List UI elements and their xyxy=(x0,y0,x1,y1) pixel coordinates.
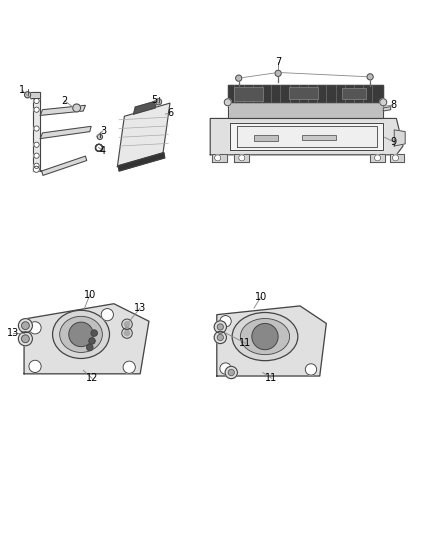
Circle shape xyxy=(18,319,32,333)
Ellipse shape xyxy=(240,319,290,354)
Text: 12: 12 xyxy=(86,373,98,383)
Circle shape xyxy=(73,104,81,112)
Circle shape xyxy=(228,369,234,376)
Polygon shape xyxy=(237,126,377,147)
Text: 7: 7 xyxy=(275,56,281,67)
Polygon shape xyxy=(40,106,85,115)
Circle shape xyxy=(97,134,102,140)
Ellipse shape xyxy=(69,322,93,346)
Circle shape xyxy=(239,155,245,161)
Text: 9: 9 xyxy=(390,136,396,147)
Circle shape xyxy=(155,99,162,105)
Circle shape xyxy=(21,335,29,343)
Polygon shape xyxy=(383,107,391,111)
Circle shape xyxy=(275,70,281,76)
Circle shape xyxy=(215,155,221,161)
Polygon shape xyxy=(217,306,326,376)
Polygon shape xyxy=(117,103,170,167)
Circle shape xyxy=(367,74,373,80)
Text: 8: 8 xyxy=(390,100,396,110)
Polygon shape xyxy=(134,101,157,114)
Polygon shape xyxy=(118,152,165,171)
Circle shape xyxy=(214,332,226,344)
Text: 10: 10 xyxy=(254,292,267,302)
Circle shape xyxy=(392,155,399,161)
Circle shape xyxy=(214,321,226,333)
Circle shape xyxy=(305,364,317,375)
Text: 3: 3 xyxy=(100,126,106,136)
Circle shape xyxy=(217,334,223,341)
Text: 10: 10 xyxy=(84,290,96,300)
Polygon shape xyxy=(234,154,249,162)
Circle shape xyxy=(18,332,32,346)
Polygon shape xyxy=(30,92,40,98)
Circle shape xyxy=(236,75,242,81)
Circle shape xyxy=(34,163,39,168)
Bar xyxy=(302,135,336,140)
Polygon shape xyxy=(394,130,405,146)
Circle shape xyxy=(380,99,387,106)
Text: 13: 13 xyxy=(7,328,19,338)
Text: 6: 6 xyxy=(168,108,174,118)
Circle shape xyxy=(25,92,31,98)
Bar xyxy=(289,87,318,99)
Circle shape xyxy=(224,99,231,106)
Ellipse shape xyxy=(60,316,102,352)
Bar xyxy=(254,135,278,141)
Circle shape xyxy=(34,153,39,158)
Circle shape xyxy=(374,155,381,161)
Circle shape xyxy=(33,166,39,172)
Circle shape xyxy=(34,98,39,103)
Circle shape xyxy=(34,142,39,147)
Polygon shape xyxy=(42,156,87,175)
Ellipse shape xyxy=(252,324,278,350)
Circle shape xyxy=(91,330,97,336)
Circle shape xyxy=(89,338,95,344)
Ellipse shape xyxy=(53,310,110,359)
Circle shape xyxy=(124,322,130,327)
Circle shape xyxy=(217,324,223,330)
Polygon shape xyxy=(228,85,383,102)
Circle shape xyxy=(34,126,39,131)
Circle shape xyxy=(101,309,113,321)
Text: 11: 11 xyxy=(265,373,278,383)
Text: 1: 1 xyxy=(19,85,25,95)
Text: 4: 4 xyxy=(100,146,106,156)
Circle shape xyxy=(123,361,135,374)
Polygon shape xyxy=(370,154,385,162)
Text: 13: 13 xyxy=(134,303,146,313)
Circle shape xyxy=(21,322,29,329)
Polygon shape xyxy=(230,123,383,150)
Polygon shape xyxy=(33,92,40,171)
Circle shape xyxy=(122,319,132,329)
Circle shape xyxy=(122,328,132,338)
Circle shape xyxy=(220,316,231,327)
Polygon shape xyxy=(24,304,149,374)
Ellipse shape xyxy=(232,312,298,361)
Polygon shape xyxy=(40,126,91,139)
Circle shape xyxy=(34,107,39,112)
Circle shape xyxy=(225,366,237,378)
Text: 5: 5 xyxy=(151,95,157,106)
Circle shape xyxy=(87,344,93,351)
Bar xyxy=(342,88,366,99)
Circle shape xyxy=(29,322,41,334)
Bar xyxy=(234,87,263,101)
Polygon shape xyxy=(212,154,227,162)
Polygon shape xyxy=(210,118,403,155)
Text: 11: 11 xyxy=(239,338,251,348)
Text: 2: 2 xyxy=(62,96,68,106)
Circle shape xyxy=(29,360,41,373)
Circle shape xyxy=(220,363,231,374)
Polygon shape xyxy=(390,154,404,162)
Polygon shape xyxy=(228,102,383,118)
Circle shape xyxy=(124,330,130,336)
